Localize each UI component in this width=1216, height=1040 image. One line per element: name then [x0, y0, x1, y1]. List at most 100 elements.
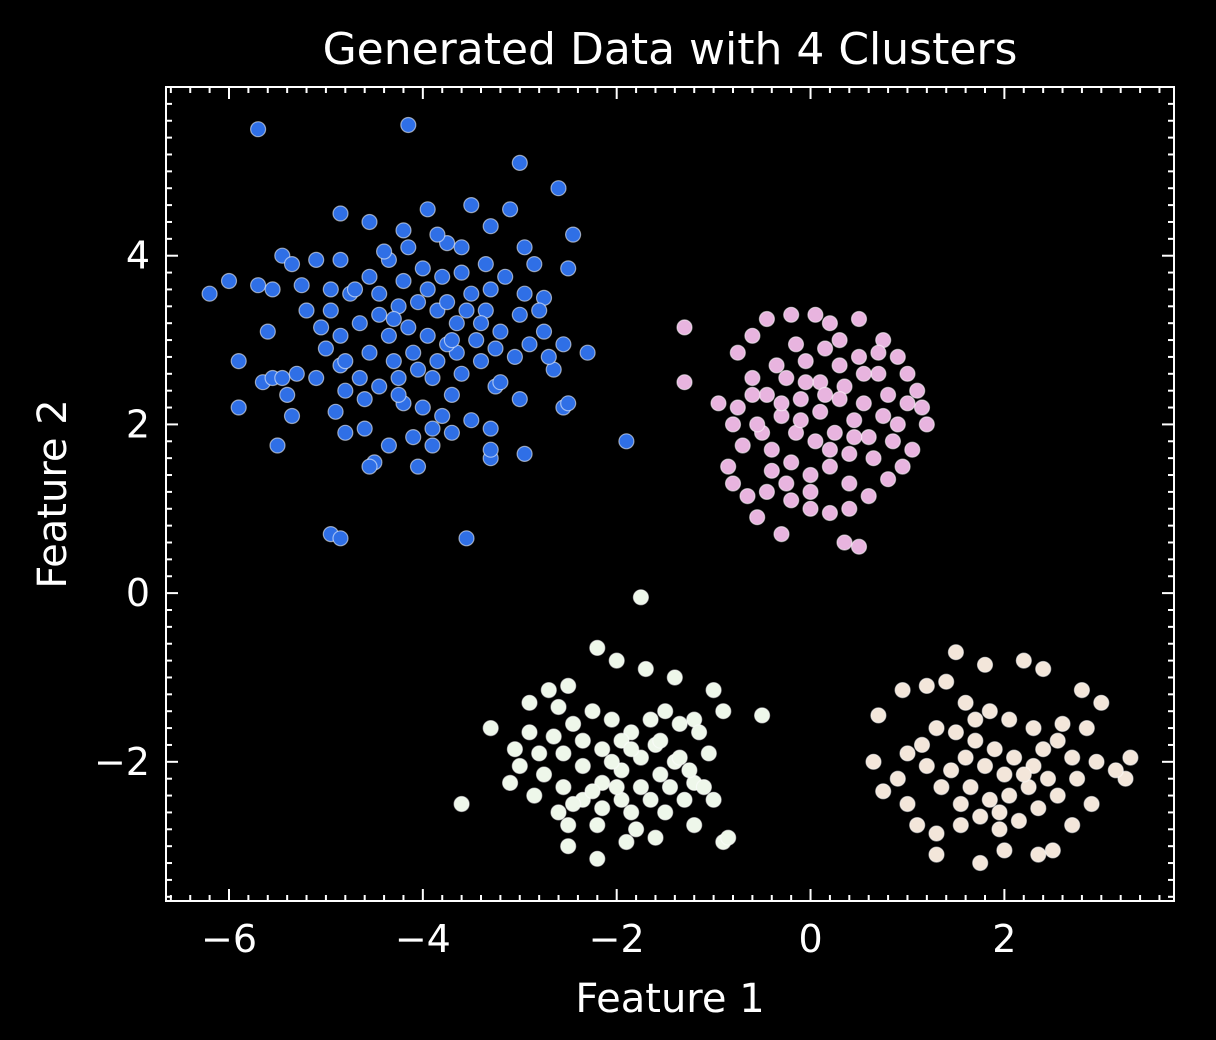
cluster-2-point: [734, 437, 751, 454]
cluster-3-point: [502, 774, 519, 792]
cluster-4-point: [1107, 762, 1124, 779]
cluster-2-point: [816, 386, 834, 403]
cluster-1-point: [419, 327, 436, 344]
cluster-4-point: [947, 724, 965, 741]
cluster-3-point: [453, 795, 470, 813]
cluster-1-point: [405, 429, 422, 446]
cluster-2-point: [710, 395, 727, 412]
cluster-1-point: [579, 344, 596, 361]
cluster-4-point: [918, 757, 935, 775]
cluster-1-point: [424, 420, 441, 437]
cluster-3-point: [560, 838, 577, 855]
cluster-3-point: [686, 816, 703, 834]
cluster-1-point: [414, 399, 431, 416]
x-axis-label: Feature 1: [575, 976, 764, 1022]
cluster-2-point: [773, 395, 790, 412]
cluster-3-point: [657, 703, 674, 720]
cluster-1-point: [424, 437, 441, 454]
cluster-2-point: [792, 412, 809, 429]
cluster-1-point: [409, 294, 427, 311]
cluster-4-point: [1015, 766, 1032, 783]
cluster-1-point: [439, 294, 456, 311]
cluster-2-point: [826, 424, 843, 441]
cluster-2-point: [855, 395, 872, 412]
cluster-4-point: [1010, 812, 1028, 830]
chart-title: Generated Data with 4 Clusters: [323, 24, 1018, 75]
cluster-3-point: [705, 681, 722, 699]
cluster-3-point: [526, 787, 543, 804]
cluster-2-point: [860, 488, 877, 505]
cluster-4-point: [938, 673, 955, 690]
cluster-2-point: [889, 416, 906, 433]
cluster-4-point: [976, 757, 994, 775]
cluster-1-point: [308, 369, 325, 387]
cluster-1-point: [564, 226, 582, 243]
cluster-1-point: [463, 412, 480, 429]
cluster-4-point: [1064, 816, 1081, 834]
x-tick-label: 0: [798, 917, 822, 961]
cluster-1-point: [337, 382, 354, 399]
cluster-2-point: [913, 399, 931, 416]
cluster-1-point: [550, 180, 567, 197]
cluster-1-point: [288, 365, 305, 382]
cluster-2-point: [821, 315, 839, 332]
cluster-2-point: [807, 433, 824, 450]
cluster-2-point: [758, 386, 776, 403]
cluster-4-point: [1093, 694, 1110, 711]
cluster-2-point: [909, 382, 926, 399]
y-tick-label: −2: [94, 740, 150, 784]
cluster-2-point: [879, 471, 897, 488]
cluster-4-point: [933, 778, 950, 796]
cluster-1-point: [298, 302, 315, 319]
cluster-1-point: [409, 458, 427, 475]
cluster-4-point: [1025, 719, 1042, 737]
cluster-4-point: [952, 795, 969, 813]
cluster-1-point: [395, 222, 412, 239]
cluster-2-point: [744, 327, 761, 344]
cluster-1-point: [327, 403, 344, 420]
cluster-4-point: [899, 745, 916, 762]
cluster-3-point: [584, 703, 601, 720]
cluster-3-point: [647, 829, 664, 846]
cluster-3-point: [535, 766, 553, 783]
cluster-3-point: [608, 652, 625, 669]
cluster-2-point: [821, 441, 839, 458]
cluster-1-point: [361, 213, 378, 231]
cluster-3-point: [550, 804, 567, 821]
cluster-1-point: [424, 369, 441, 387]
cluster-1-point: [283, 256, 301, 273]
cluster-3-point: [753, 707, 771, 724]
cluster-1-point: [482, 281, 499, 298]
cluster-2-point: [802, 500, 819, 517]
cluster-1-point: [535, 323, 553, 340]
cluster-1-point: [463, 285, 480, 302]
cluster-1-point: [283, 407, 301, 425]
cluster-1-point: [560, 260, 577, 277]
cluster-4-point: [1054, 715, 1071, 733]
x-tick-label: −2: [589, 917, 645, 961]
cluster-1-point: [274, 369, 291, 387]
cluster-3-point: [550, 698, 567, 716]
cluster-1-point: [443, 424, 460, 441]
cluster-2-point: [724, 475, 742, 492]
cluster-2-point: [850, 310, 868, 328]
cluster-1-point: [332, 327, 349, 344]
cluster-2-point: [870, 344, 887, 361]
cluster-1-point: [458, 302, 475, 319]
cluster-3-point: [545, 728, 562, 745]
cluster-2-point: [724, 416, 742, 433]
cluster-2-point: [855, 365, 872, 382]
cluster-4-point: [1015, 652, 1032, 669]
cluster-3-point: [632, 778, 650, 796]
cluster-2-point: [821, 504, 839, 522]
cluster-2-point: [850, 348, 868, 365]
cluster-4-point: [909, 816, 926, 834]
cluster-2-point: [797, 353, 814, 370]
cluster-4-point: [947, 644, 965, 661]
cluster-1-point: [322, 281, 339, 298]
cluster-1-point: [308, 251, 325, 268]
cluster-1-point: [453, 264, 470, 281]
cluster-2-point: [884, 433, 902, 450]
cluster-4-point: [972, 854, 989, 872]
